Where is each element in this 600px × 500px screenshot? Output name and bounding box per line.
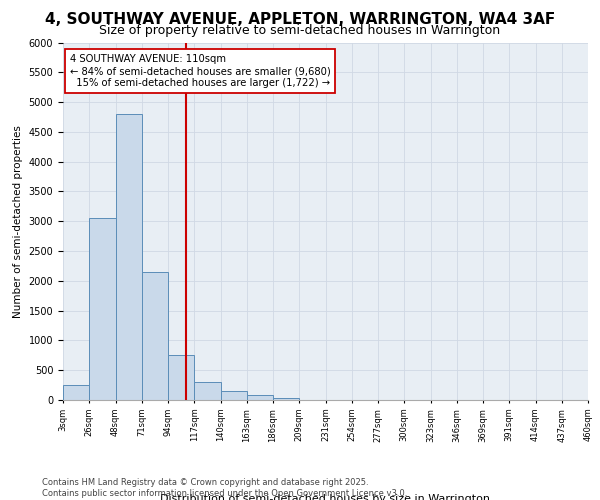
Bar — [63, 385, 89, 400]
Bar — [273, 398, 299, 400]
Bar — [168, 356, 194, 400]
Text: Contains HM Land Registry data © Crown copyright and database right 2025.
Contai: Contains HM Land Registry data © Crown c… — [42, 478, 407, 498]
Bar — [142, 272, 168, 400]
Bar — [221, 391, 247, 400]
Text: 4, SOUTHWAY AVENUE, APPLETON, WARRINGTON, WA4 3AF: 4, SOUTHWAY AVENUE, APPLETON, WARRINGTON… — [45, 12, 555, 28]
Bar — [115, 114, 142, 400]
Y-axis label: Number of semi-detached properties: Number of semi-detached properties — [13, 125, 23, 318]
Bar — [89, 218, 115, 400]
Bar — [247, 395, 273, 400]
Text: Size of property relative to semi-detached houses in Warrington: Size of property relative to semi-detach… — [100, 24, 500, 37]
Text: 4 SOUTHWAY AVENUE: 110sqm
← 84% of semi-detached houses are smaller (9,680)
  15: 4 SOUTHWAY AVENUE: 110sqm ← 84% of semi-… — [70, 54, 331, 88]
Bar — [194, 382, 221, 400]
X-axis label: Distribution of semi-detached houses by size in Warrington: Distribution of semi-detached houses by … — [161, 494, 491, 500]
